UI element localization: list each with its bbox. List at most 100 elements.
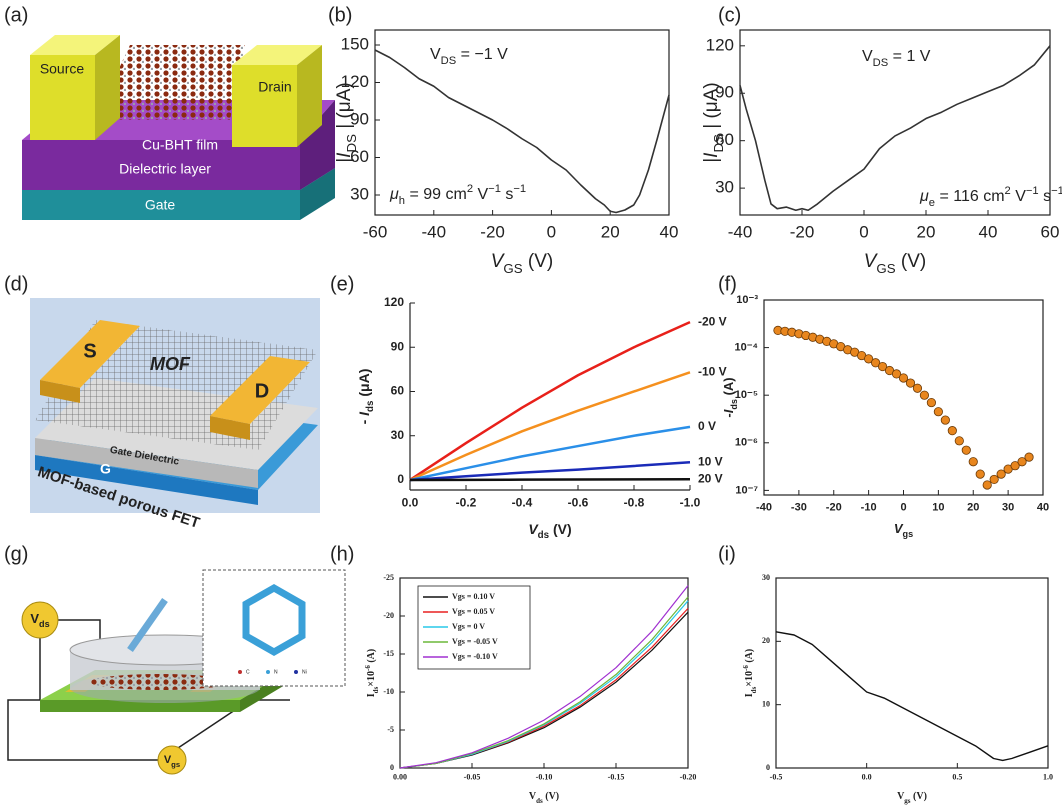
- text-part: ds: [729, 399, 739, 410]
- diagram-label: D: [255, 380, 269, 402]
- diagram-label: C: [246, 669, 250, 675]
- x-tick-label: 0: [547, 223, 556, 242]
- y-tick-label: 0: [397, 472, 404, 486]
- diagram-label: Dielectric layer: [119, 161, 211, 177]
- legend-entry: Vgs = -0.10 V: [452, 652, 498, 661]
- legend-entry: Vgs = 0.10 V: [452, 592, 495, 601]
- text-part: -: [356, 416, 372, 425]
- x-axis-label: Vgs: [894, 521, 913, 539]
- y-tick-label: -15: [383, 649, 394, 658]
- y-tick-label: 30: [350, 184, 369, 203]
- diagram-label: Drain: [258, 79, 291, 95]
- x-tick-label: 0: [859, 223, 868, 242]
- text-part: (A): [744, 649, 755, 665]
- panel-label: (h): [330, 543, 354, 565]
- legend-entry: Vgs = -0.05 V: [452, 637, 498, 646]
- text-part: V: [430, 46, 441, 63]
- text-part: (V): [911, 791, 927, 802]
- data-point: [941, 416, 949, 424]
- x-tick-label: 0.5: [952, 772, 962, 781]
- x-tick-label: -0.5: [770, 772, 783, 781]
- y-tick-label: 10: [762, 699, 770, 708]
- diagram-g: (g) Vds Vgs C N Ni: [4, 543, 345, 774]
- diagram-label: Gate: [145, 197, 176, 213]
- y-tick-label: 10⁻⁶: [735, 437, 758, 449]
- data-point: [920, 391, 928, 399]
- data-point: [962, 446, 970, 454]
- chart: (b)-60-40-2002040306090120150VGS (V)|IDS…: [328, 4, 678, 276]
- diagram-label: N: [274, 669, 278, 675]
- text-part: V: [862, 48, 873, 65]
- x-axis-label: VGS (V): [491, 251, 554, 276]
- text-part: ×10: [744, 671, 755, 687]
- x-tick-label: 0.00: [393, 772, 407, 781]
- x-tick-label: -1.0: [680, 496, 701, 510]
- x-tick-label: -0.6: [568, 496, 589, 510]
- y-tick-label: 10⁻⁷: [735, 484, 758, 496]
- x-tick-label: -0.8: [624, 496, 645, 510]
- x-tick-label: 0: [900, 501, 906, 513]
- data-point: [927, 398, 935, 406]
- x-axis-label: VGS (V): [864, 251, 927, 276]
- x-tick-label: -40: [756, 501, 772, 513]
- data-point: [983, 481, 991, 489]
- text-part: DS: [711, 134, 726, 153]
- x-axis-label: Vds (V): [529, 791, 559, 804]
- diagram-label: MOF: [150, 354, 191, 374]
- panel-label: (f): [718, 273, 737, 295]
- y-tick-label: 30: [391, 428, 405, 442]
- y-tick-label: 120: [706, 35, 734, 54]
- text-part: = 116 cm: [935, 188, 1005, 205]
- x-tick-label: -0.05: [464, 772, 481, 781]
- data-point: [913, 384, 921, 392]
- x-tick-label: -20: [826, 501, 842, 513]
- x-tick-label: 40: [1037, 501, 1049, 513]
- y-tick-label: 10⁻⁴: [735, 342, 758, 354]
- annotation: μh = 99 cm2 V−1 s−1: [389, 183, 526, 207]
- x-tick-label: -0.20: [680, 772, 697, 781]
- y-tick-label: 90: [391, 339, 405, 353]
- x-tick-label: 0.0: [402, 496, 419, 510]
- data-point: [906, 379, 914, 387]
- series-label: -20 V: [698, 314, 727, 328]
- x-tick-label: 20: [601, 223, 620, 242]
- text-part: ×10: [366, 671, 377, 687]
- data-point: [934, 407, 942, 415]
- data-point: [948, 426, 956, 434]
- y-tick-label: 30: [762, 573, 770, 582]
- text-part: V: [30, 611, 39, 626]
- y-tick-label: 20: [762, 636, 770, 645]
- panel-label: (e): [330, 273, 354, 295]
- annotation: μe = 116 cm2 V−1 s−1: [919, 185, 1062, 209]
- legend-entry: Vgs = 0 V: [452, 622, 485, 631]
- panel-label: (a): [4, 4, 28, 26]
- series-label: 0 V: [698, 419, 716, 433]
- x-tick-label: 20: [967, 501, 979, 513]
- plot-frame: [776, 578, 1048, 768]
- text-part: (A): [721, 377, 736, 399]
- data-line: [410, 322, 690, 480]
- data-point: [969, 458, 977, 466]
- x-tick-label: -40: [422, 223, 447, 242]
- data-line: [740, 46, 1050, 210]
- x-tick-label: 20: [917, 223, 936, 242]
- text-part: (V): [543, 791, 559, 802]
- series-label: 10 V: [698, 454, 723, 468]
- y-tick-label: -10: [383, 687, 394, 696]
- text-part: gs: [903, 529, 914, 539]
- text-part: −1: [1051, 185, 1062, 197]
- panel-label: (i): [718, 543, 736, 565]
- chart: (e)0.0-0.2-0.4-0.6-0.8-1.00306090120Vds …: [330, 273, 727, 541]
- series-label: -10 V: [698, 364, 727, 378]
- x-tick-label: -10: [861, 501, 877, 513]
- x-tick-label: 30: [1002, 501, 1014, 513]
- x-tick-label: -40: [728, 223, 753, 242]
- annotation: VDS = −1 V: [430, 46, 508, 67]
- y-tick-label: 0: [390, 763, 394, 772]
- text-part: | (μA): [701, 82, 722, 134]
- x-tick-label: -20: [790, 223, 815, 242]
- diagram-label: Source: [40, 61, 85, 77]
- chart: (c)-40-200204060306090120VGS (V)|IDS | (…: [701, 4, 1062, 276]
- y-tick-label: -20: [383, 611, 394, 620]
- text-part: = −1 V: [456, 46, 508, 63]
